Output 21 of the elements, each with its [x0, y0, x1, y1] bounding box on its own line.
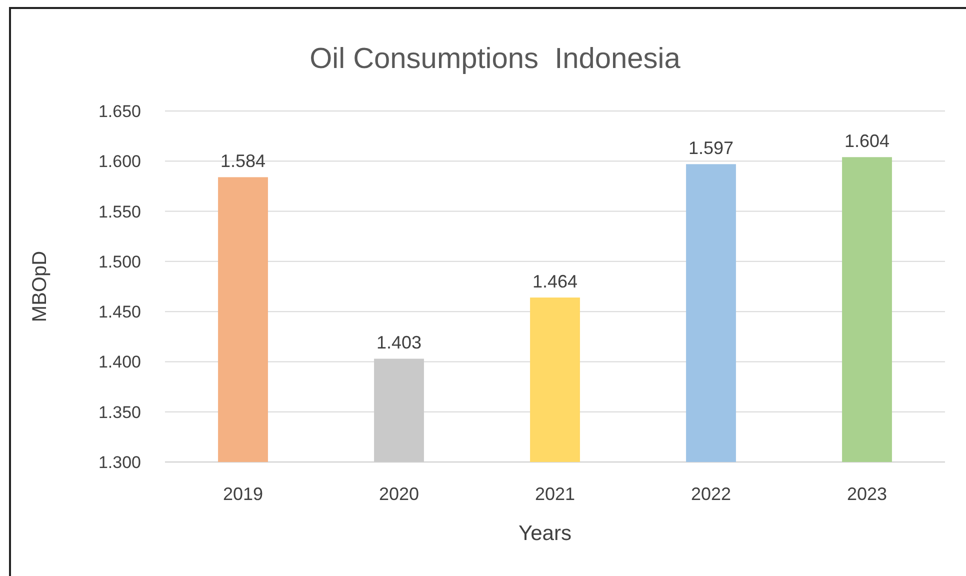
x-axis-title: Years: [518, 522, 572, 545]
data-label: 1.597: [688, 138, 734, 158]
x-tick-label: 2021: [534, 484, 576, 504]
y-tick-label: 1.450: [98, 302, 141, 322]
y-tick-label: 1.350: [98, 402, 141, 422]
y-tick-label: 1.400: [98, 352, 141, 372]
x-tick-label: 2023: [846, 484, 888, 504]
y-tick-label: 1.600: [98, 152, 141, 172]
data-label: 1.604: [844, 131, 890, 152]
x-tick-label: 2019: [222, 484, 264, 504]
y-tick-label: 1.500: [98, 252, 141, 272]
y-tick-label: 1.300: [98, 453, 141, 472]
data-label: 1.464: [532, 272, 578, 292]
x-tick-label: 2022: [690, 484, 732, 504]
data-label: 1.403: [376, 332, 422, 353]
y-axis-title: MBOpD: [29, 250, 51, 322]
x-tick-label: 2020: [378, 484, 420, 504]
chart-title: Oil Consumptions Indonesia: [310, 43, 682, 75]
y-tick-label: 1.650: [98, 102, 141, 121]
data-label: 1.584: [220, 151, 266, 172]
y-tick-label: 1.550: [98, 202, 141, 222]
